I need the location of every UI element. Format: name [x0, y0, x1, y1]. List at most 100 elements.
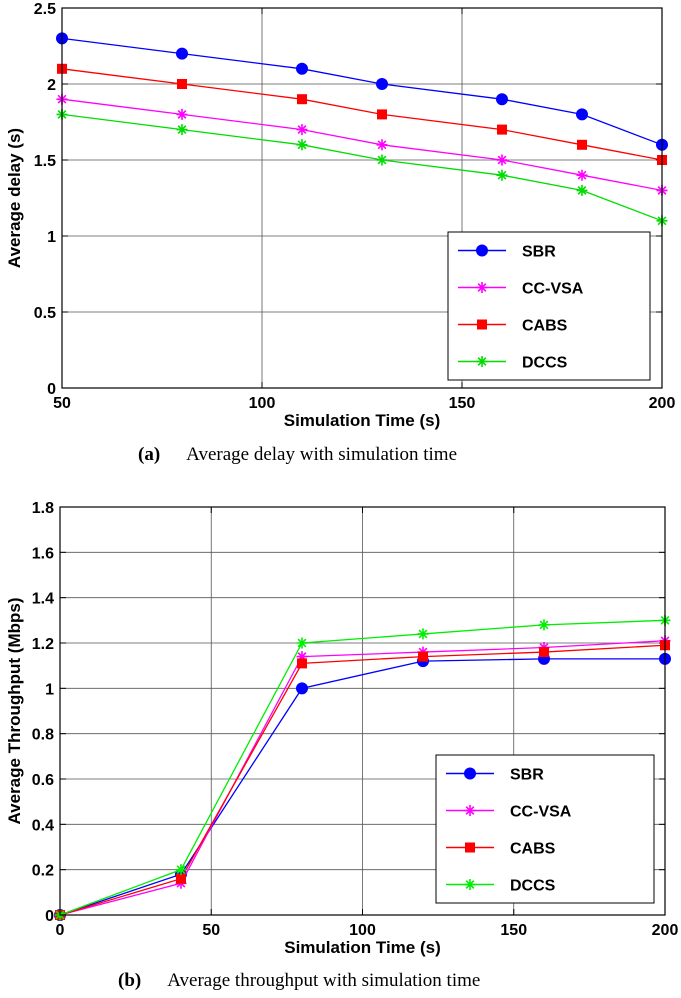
- series-line: [59, 658, 665, 916]
- y-tick-label: 0.4: [32, 817, 54, 834]
- data-point: [497, 124, 507, 135]
- caption-a-label: (a): [138, 444, 161, 465]
- legend-marker: [464, 767, 476, 780]
- y-tick-label: 1.2: [32, 636, 54, 653]
- data-point: [296, 651, 308, 663]
- x-tick-label: 100: [249, 395, 276, 412]
- data-point: [297, 658, 307, 669]
- series-cc-vsa: [56, 93, 668, 196]
- legend-entry-dccs: DCCS: [446, 878, 556, 895]
- legend-marker: [465, 842, 475, 853]
- data-point: [376, 139, 388, 151]
- data-point: [176, 124, 188, 136]
- legend-label: SBR: [522, 244, 556, 261]
- chart-a: 50 100 150 200 0 0.5 1 1.5 2 2.5 Simulation Time (…: [5, 1, 675, 430]
- caption-b: (b) Average throughput with simulation ti…: [118, 970, 480, 992]
- legend-label: CC-VSA: [522, 281, 584, 298]
- y-axis-label: Average Throughput (Mbps): [5, 598, 24, 825]
- data-point: [576, 169, 588, 181]
- data-point: [297, 94, 307, 105]
- legend-label: DCCS: [510, 878, 556, 895]
- legend-label: SBR: [510, 767, 544, 784]
- legend-box: [435, 754, 655, 904]
- data-point: [296, 682, 308, 695]
- series-line: [59, 619, 666, 916]
- x-axis-label: Simulation Time (s): [284, 938, 441, 957]
- caption-b-text: Average throughput with simulation time: [167, 970, 481, 991]
- legend: SBR CC-VSA CABS DCCS: [435, 754, 655, 904]
- data-point: [176, 108, 188, 120]
- x-tick-label: 50: [202, 922, 220, 939]
- x-tick-label: 200: [649, 395, 676, 412]
- legend-marker: [476, 282, 488, 293]
- data-point: [296, 139, 308, 151]
- y-tick-label: 0.2: [32, 863, 54, 880]
- legend-entry-dccs: DCCS: [458, 355, 568, 372]
- legend-label: CC-VSA: [510, 804, 572, 821]
- data-point: [496, 154, 508, 166]
- y-tick-label: 1: [45, 681, 54, 698]
- x-tick-label: 0: [56, 922, 65, 939]
- y-tick-label: 0: [47, 381, 56, 398]
- y-axis-label: Average delay (s): [5, 128, 24, 268]
- caption-a-text: Average delay with simulation time: [186, 444, 458, 465]
- data-point: [577, 139, 587, 150]
- x-axis-label: Simulation Time (s): [284, 411, 441, 430]
- y-tick-label: 1.6: [32, 545, 54, 562]
- x-tick-label: 150: [449, 395, 476, 412]
- y-tick-label: 0.8: [32, 727, 54, 744]
- legend-marker: [464, 879, 476, 890]
- y-tick-label: 2: [47, 77, 56, 94]
- y-tick-label: 1.4: [32, 591, 54, 608]
- data-point: [576, 108, 588, 121]
- series-line: [59, 640, 666, 916]
- legend-entry-sbr: SBR: [446, 767, 544, 784]
- y-tick-label: 0.5: [34, 305, 56, 322]
- y-tick-label: 0: [45, 908, 54, 925]
- x-tick-label: 150: [500, 922, 527, 939]
- legend-box: [447, 231, 651, 381]
- legend-entry-cc-vsa: CC-VSA: [446, 804, 572, 821]
- chart-b: 0 50 100 150 200 0 0.2 0.4 0.6 0.8 1 1.2 1.4 1.6 1.8 Si…: [5, 500, 678, 957]
- data-point: [376, 78, 388, 90]
- data-point: [296, 124, 308, 136]
- legend-label: CABS: [510, 841, 556, 858]
- legend-marker: [464, 805, 476, 816]
- legend: SBR CC-VSA CABS DCCS: [447, 231, 651, 381]
- series-sbr: [56, 32, 668, 151]
- axes-frame: [61, 7, 663, 389]
- data-point: [176, 873, 186, 884]
- data-point: [538, 619, 550, 631]
- y-tick-label: 1: [47, 229, 56, 246]
- data-point: [417, 628, 429, 640]
- y-tick-label: 1.5: [34, 153, 56, 170]
- legend-label: CABS: [522, 318, 568, 335]
- data-point: [296, 637, 308, 649]
- legend-marker: [477, 319, 487, 330]
- y-tick-label: 2.5: [34, 1, 56, 18]
- data-point: [175, 864, 187, 876]
- data-point: [176, 47, 188, 60]
- x-tick-label: 50: [53, 395, 71, 412]
- data-point: [296, 62, 308, 75]
- axes-frame: [59, 506, 666, 916]
- y-tick-label: 0.6: [32, 772, 54, 789]
- data-point: [376, 154, 388, 166]
- caption-a: (a) Average delay with simulation time: [138, 444, 457, 466]
- legend-entry-cc-vsa: CC-VSA: [458, 281, 584, 298]
- x-tick-label: 200: [652, 922, 679, 939]
- data-point: [576, 184, 588, 196]
- legend-entry-sbr: SBR: [458, 244, 556, 261]
- legend-marker: [476, 356, 488, 367]
- caption-b-label: (b): [118, 970, 142, 991]
- data-point: [377, 109, 387, 120]
- data-point: [496, 169, 508, 181]
- y-tick-label: 1.8: [32, 500, 54, 517]
- legend-label: DCCS: [522, 355, 568, 372]
- data-point: [539, 647, 549, 658]
- data-point: [418, 651, 428, 662]
- data-point: [496, 93, 508, 106]
- series-line: [59, 644, 666, 916]
- legend-marker: [476, 244, 488, 257]
